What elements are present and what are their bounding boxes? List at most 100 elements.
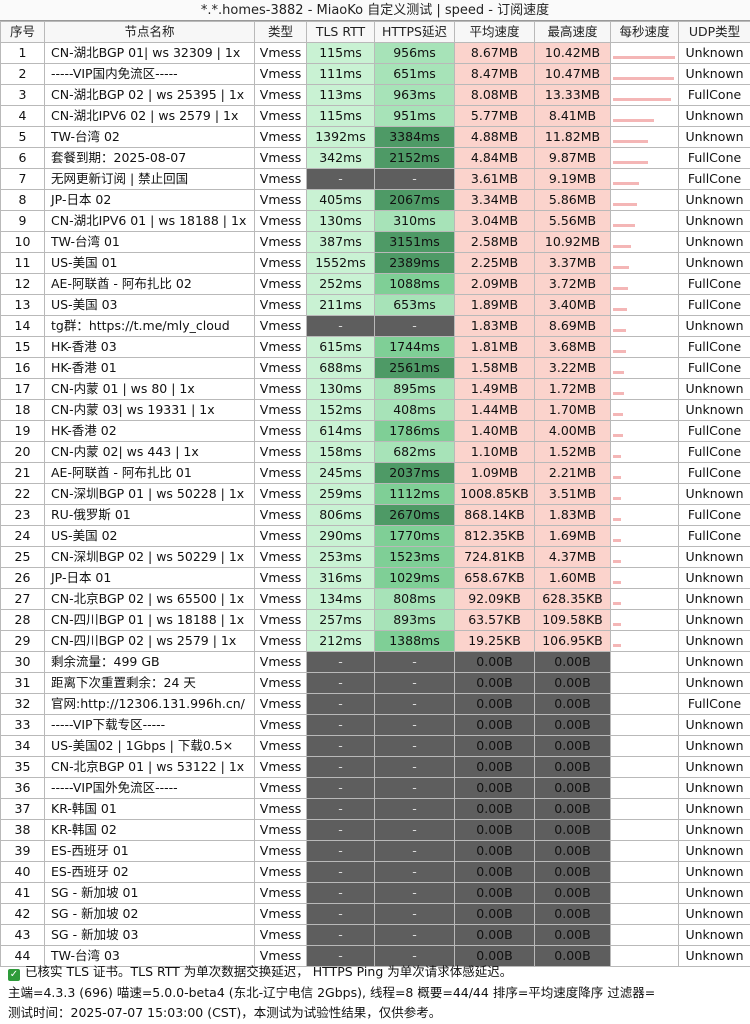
cell-max-speed: 13.33MB <box>534 84 611 106</box>
cell-per-second <box>610 273 679 295</box>
cell-avg-speed: 4.88MB <box>454 126 535 148</box>
cell-avg-speed: 0.00B <box>454 651 535 673</box>
cell-udp-type: Unknown <box>678 42 750 64</box>
cell-udp-type: FullCone <box>678 357 750 379</box>
cell-max-speed: 3.51MB <box>534 483 611 505</box>
table-row: 38 KR-韩国 02 Vmess - -0.00B 0.00B Unknown <box>0 819 750 841</box>
cell-max-speed: 0.00B <box>534 819 611 841</box>
cell-https-delay: 408ms <box>374 399 455 421</box>
cell-node-name: CN-湖北BGP 02 | ws 25395 | 1x <box>44 84 255 106</box>
speed-sparkline <box>613 476 621 479</box>
table-row: 44 TW-台湾 03 Vmess - -0.00B 0.00B Unknown <box>0 945 750 967</box>
cell-max-speed: 0.00B <box>534 882 611 904</box>
cell-index: 37 <box>0 798 45 820</box>
cell-https-delay: 682ms <box>374 441 455 463</box>
cell-per-second <box>610 336 679 358</box>
cell-node-name: SG - 新加坡 02 <box>44 903 255 925</box>
table-row: 7 无网更新订阅 | 禁止回国 Vmess - -3.61MB 9.19MB FullCon… <box>0 168 750 190</box>
cell-https-delay: 956ms <box>374 42 455 64</box>
cell-type: Vmess <box>254 546 307 568</box>
cell-max-speed: 0.00B <box>534 924 611 946</box>
window-title: *.*.homes-3882 - MiaoKo 自定义测试 | speed - … <box>0 0 750 21</box>
cell-index: 13 <box>0 294 45 316</box>
cell-tls-rtt: 115ms <box>306 105 375 127</box>
cell-index: 3 <box>0 84 45 106</box>
cell-node-name: US-美国 01 <box>44 252 255 274</box>
cell-per-second <box>610 714 679 736</box>
cell-per-second <box>610 609 679 631</box>
cell-index: 38 <box>0 819 45 841</box>
cell-udp-type: Unknown <box>678 609 750 631</box>
cell-max-speed: 0.00B <box>534 903 611 925</box>
cell-max-speed: 0.00B <box>534 651 611 673</box>
cell-node-name: HK-香港 02 <box>44 420 255 442</box>
cell-node-name: -----VIP国外免流区----- <box>44 777 255 799</box>
cell-udp-type: Unknown <box>678 819 750 841</box>
table-row: 42 SG - 新加坡 02 Vmess - -0.00B 0.00B Unknown <box>0 903 750 925</box>
cell-udp-type: Unknown <box>678 378 750 400</box>
cell-node-name: tg群：https://t.me/mly_cloud <box>44 315 255 337</box>
cell-avg-speed: 1.58MB <box>454 357 535 379</box>
cell-index: 40 <box>0 861 45 883</box>
cell-node-name: AE-阿联酋 - 阿布扎比 01 <box>44 462 255 484</box>
table-row: 3 CN-湖北BGP 02 | ws 25395 | 1x Vmess 113ms 96… <box>0 84 750 106</box>
cell-avg-speed: 2.25MB <box>454 252 535 274</box>
cell-tls-rtt: - <box>306 777 375 799</box>
cell-tls-rtt: 253ms <box>306 546 375 568</box>
cell-type: Vmess <box>254 798 307 820</box>
cell-avg-speed: 1.44MB <box>454 399 535 421</box>
cell-node-name: JP-日本 01 <box>44 567 255 589</box>
cell-https-delay: - <box>374 798 455 820</box>
cell-index: 34 <box>0 735 45 757</box>
cell-index: 43 <box>0 924 45 946</box>
cell-max-speed: 0.00B <box>534 840 611 862</box>
table-row: 2 -----VIP国内免流区----- Vmess 111ms 651ms 8.47MB… <box>0 63 750 85</box>
cell-node-name: CN-湖北IPV6 01 | ws 18188 | 1x <box>44 210 255 232</box>
cell-type: Vmess <box>254 630 307 652</box>
cell-index: 7 <box>0 168 45 190</box>
cell-index: 20 <box>0 441 45 463</box>
cell-index: 17 <box>0 378 45 400</box>
cell-avg-speed: 868.14KB <box>454 504 535 526</box>
cell-udp-type: Unknown <box>678 567 750 589</box>
table-row: 14 tg群：https://t.me/mly_cloud Vmess - -1.83M… <box>0 315 750 337</box>
cell-node-name: HK-香港 01 <box>44 357 255 379</box>
cell-avg-speed: 1.40MB <box>454 420 535 442</box>
cell-index: 2 <box>0 63 45 85</box>
cell-udp-type: FullCone <box>678 504 750 526</box>
cell-tls-rtt: - <box>306 714 375 736</box>
cell-https-delay: - <box>374 672 455 694</box>
cell-per-second <box>610 672 679 694</box>
cell-https-delay: 1744ms <box>374 336 455 358</box>
table-row: 11 US-美国 01 Vmess 1552ms 2389ms 2.25MB 3.37MB U… <box>0 252 750 274</box>
cell-index: 19 <box>0 420 45 442</box>
cell-https-delay: - <box>374 777 455 799</box>
cell-tls-rtt: 130ms <box>306 378 375 400</box>
cell-max-speed: 10.47MB <box>534 63 611 85</box>
cell-type: Vmess <box>254 735 307 757</box>
cell-index: 14 <box>0 315 45 337</box>
cell-per-second <box>610 483 679 505</box>
cell-node-name: US-美国02 | 1Gbps | 下载0.5× <box>44 735 255 757</box>
cell-type: Vmess <box>254 567 307 589</box>
cell-node-name: 官网:http://12306.131.996h.cn/ <box>44 693 255 715</box>
cell-avg-speed: 1.89MB <box>454 294 535 316</box>
cell-tls-rtt: - <box>306 672 375 694</box>
cell-node-name: AE-阿联酋 - 阿布扎比 02 <box>44 273 255 295</box>
speed-sparkline <box>613 581 621 584</box>
cell-avg-speed: 8.67MB <box>454 42 535 64</box>
cell-https-delay: 2561ms <box>374 357 455 379</box>
table-row: 29 CN-四川BGP 02 | ws 2579 | 1x Vmess 212ms 13… <box>0 630 750 652</box>
cell-type: Vmess <box>254 651 307 673</box>
cell-per-second <box>610 357 679 379</box>
cell-tls-rtt: 252ms <box>306 273 375 295</box>
cell-max-speed: 0.00B <box>534 861 611 883</box>
cell-tls-rtt: 1552ms <box>306 252 375 274</box>
table-row: 10 TW-台湾 01 Vmess 387ms 3151ms 2.58MB 10.92MB U… <box>0 231 750 253</box>
table-row: 8 JP-日本 02 Vmess 405ms 2067ms 3.34MB 5.86MB Unk… <box>0 189 750 211</box>
cell-udp-type: FullCone <box>678 525 750 547</box>
cell-node-name: TW-台湾 02 <box>44 126 255 148</box>
cell-node-name: CN-四川BGP 02 | ws 2579 | 1x <box>44 630 255 652</box>
cell-tls-rtt: - <box>306 819 375 841</box>
cell-https-delay: 1786ms <box>374 420 455 442</box>
